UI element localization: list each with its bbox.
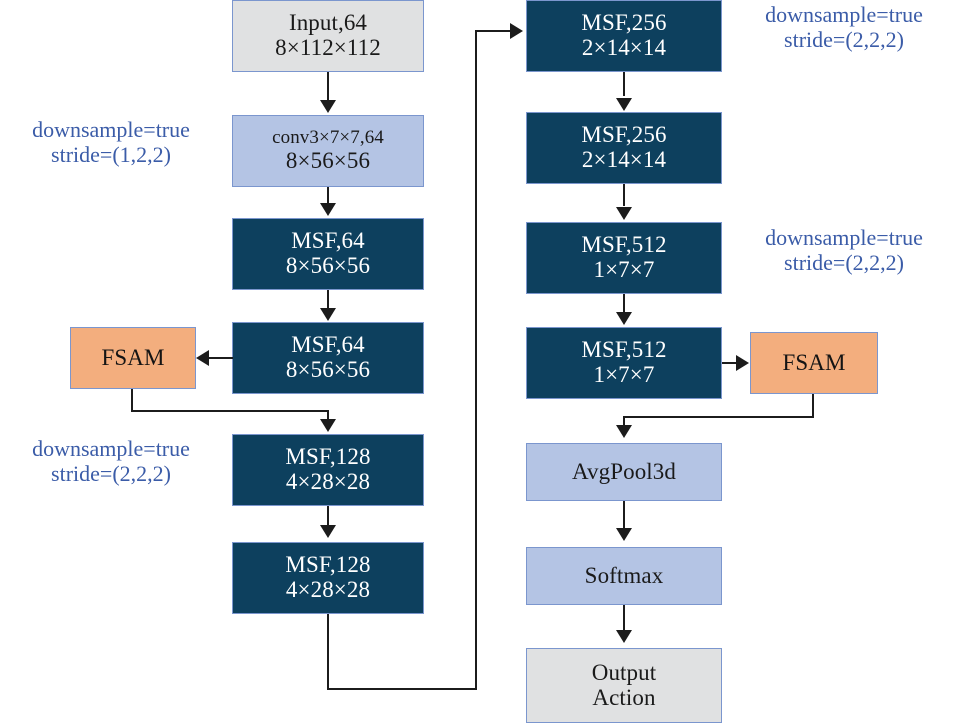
block-msf128-b: MSF,128 4×28×28 [232,542,424,614]
note-msf256-line1: downsample=true [765,2,923,27]
note-msf128: downsample=true stride=(2,2,2) [0,436,222,486]
connector-msf128a-msf128b [327,506,330,530]
note-msf512: downsample=true stride=(2,2,2) [733,225,955,275]
connector-msf512a-msf512b [623,294,626,314]
block-output-line1: Output [591,659,657,685]
note-msf256: downsample=true stride=(2,2,2) [733,2,955,52]
block-msf64-b-line1: MSF,64 [291,332,365,358]
arrowhead-bridge-msf256a [510,23,523,39]
block-output-line2: Action [592,684,656,710]
block-msf512-b: MSF,512 1×7×7 [526,327,722,399]
block-msf64-a-line1: MSF,64 [291,228,365,254]
block-input-line2: 8×112×112 [275,35,381,60]
connector-avgpool-softmax [623,501,626,529]
note-conv1-line2: stride=(1,2,2) [51,141,171,167]
arrowhead-msf512b-fsam [736,354,749,371]
block-msf512-a-line1: MSF,512 [581,232,667,258]
block-conv1-line1: conv3×7×7,64 [272,127,384,149]
block-avgpool3d: AvgPool3d [526,443,722,501]
connector-msf256b-msf512a [623,184,626,206]
block-fsam-left: FSAM [70,327,196,389]
arrowhead-conv1-msf64a [319,203,336,216]
block-conv1-line2: 8×56×56 [285,147,371,173]
block-msf64-a-line2: 8×56×56 [285,253,371,278]
connector-fsamr-avgpool-v2 [623,416,626,428]
connector-fsam-msf128a-v2 [327,410,330,422]
connector-conv1-msf64a [327,187,330,207]
block-softmax: Softmax [526,547,722,605]
block-msf512-a: MSF,512 1×7×7 [526,222,722,294]
note-msf512-line2: stride=(2,2,2) [784,249,904,275]
connector-fsam-msf128a-h [131,410,329,413]
connector-bridge-h-bottom [327,688,477,691]
block-msf64-b: MSF,64 8×56×56 [232,322,424,394]
arrowhead-msf512a-msf512b [615,312,632,325]
block-msf512-a-line2: 1×7×7 [593,257,655,282]
block-msf128-b-line2: 4×28×28 [285,577,371,602]
connector-msf256a-msf256b [623,72,626,96]
note-msf128-line2: stride=(2,2,2) [51,460,171,486]
arrowhead-msf64a-msf64b [319,308,336,321]
block-msf128-a-line1: MSF,128 [285,444,371,470]
block-fsam-left-label: FSAM [101,344,165,370]
connector-bridge-v-down [327,614,330,690]
connector-msf512b-fsam [722,362,738,365]
note-msf512-line1: downsample=true [765,225,923,250]
arrowhead-avgpool-softmax [615,528,632,541]
block-msf128-b-line1: MSF,128 [285,552,371,578]
connector-msf64b-fsam [209,357,233,360]
note-msf256-line2: stride=(2,2,2) [784,26,904,52]
connector-msf64a-msf64b [327,290,330,312]
block-msf128-a-line2: 4×28×28 [285,469,371,494]
block-msf256-b-line2: 2×14×14 [581,147,667,172]
block-avgpool3d-label: AvgPool3d [572,458,676,484]
note-msf128-line1: downsample=true [32,436,190,461]
block-msf128-a: MSF,128 4×28×28 [232,434,424,506]
arrowhead-msf256a-msf256b [615,98,632,111]
connector-input-conv1 [327,72,330,104]
connector-fsam-msf128a-v1 [131,389,134,412]
block-softmax-label: Softmax [584,562,664,588]
note-conv1: downsample=true stride=(1,2,2) [0,117,222,167]
block-msf256-b-line1: MSF,256 [581,122,667,148]
block-msf64-b-line2: 8×56×56 [285,357,371,382]
block-msf256-b: MSF,256 2×14×14 [526,112,722,184]
connector-bridge-v-up [475,30,478,690]
block-input-line1: Input,64 [288,10,368,36]
block-fsam-right: FSAM [750,332,878,394]
arrowhead-msf256b-msf512a [615,207,632,220]
block-output: Output Action [526,648,722,723]
block-conv1: conv3×7×7,64 8×56×56 [232,115,424,187]
arrowhead-fsamr-avgpool [615,425,632,438]
block-fsam-right-label: FSAM [782,349,846,375]
arrowhead-input-conv1 [319,100,336,113]
connector-bridge-h-top [475,30,513,33]
arrowhead-msf64b-fsam [196,349,209,366]
note-conv1-line1: downsample=true [32,117,190,142]
connector-fsamr-avgpool-v1 [812,394,815,418]
block-msf512-b-line2: 1×7×7 [593,362,655,387]
arrowhead-fsam-msf128a [319,419,336,432]
block-msf512-b-line1: MSF,512 [581,337,667,363]
block-msf256-a: MSF,256 2×14×14 [526,0,722,72]
connector-softmax-output [623,605,626,631]
block-msf256-a-line2: 2×14×14 [581,35,667,60]
arrowhead-msf128a-msf128b [319,525,336,538]
block-msf256-a-line1: MSF,256 [581,10,667,36]
connector-fsamr-avgpool-h [623,416,814,419]
block-input: Input,64 8×112×112 [232,0,424,72]
block-msf64-a: MSF,64 8×56×56 [232,218,424,290]
arrowhead-softmax-output [615,630,632,643]
